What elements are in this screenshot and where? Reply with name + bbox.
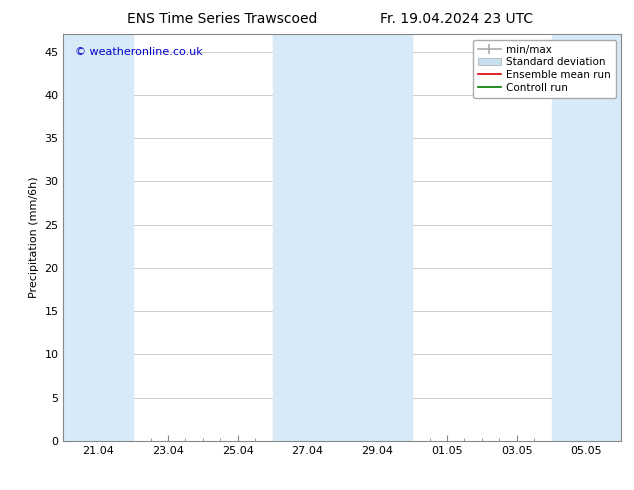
- Y-axis label: Precipitation (mm/6h): Precipitation (mm/6h): [29, 177, 39, 298]
- Bar: [552, 34, 621, 441]
- Text: Fr. 19.04.2024 23 UTC: Fr. 19.04.2024 23 UTC: [380, 12, 533, 26]
- Bar: [273, 34, 412, 441]
- Text: © weatheronline.co.uk: © weatheronline.co.uk: [75, 47, 202, 56]
- Text: ENS Time Series Trawscoed: ENS Time Series Trawscoed: [127, 12, 317, 26]
- Legend: min/max, Standard deviation, Ensemble mean run, Controll run: min/max, Standard deviation, Ensemble me…: [473, 40, 616, 98]
- Bar: [63, 34, 133, 441]
